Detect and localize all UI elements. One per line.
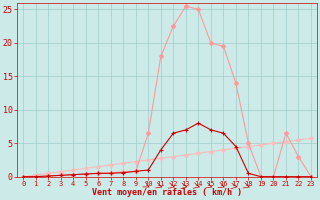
X-axis label: Vent moyen/en rafales ( km/h ): Vent moyen/en rafales ( km/h ) [92,188,242,197]
